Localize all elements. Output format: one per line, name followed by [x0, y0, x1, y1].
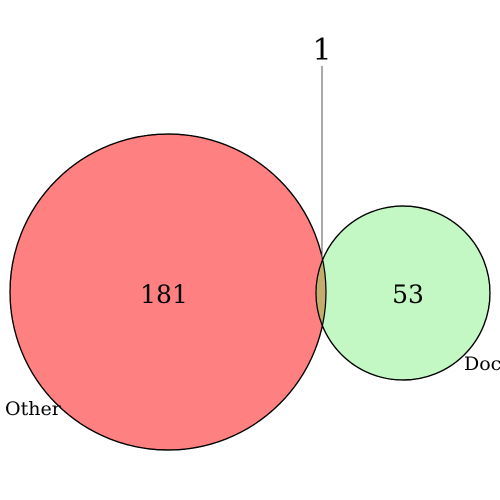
- count-doc: 53: [392, 280, 424, 309]
- set-outline-other: [9, 133, 327, 451]
- set-outline-doc: [315, 205, 491, 381]
- count-intersection: 1: [312, 33, 331, 68]
- count-other: 181: [140, 280, 188, 309]
- set-label-other: Other: [5, 398, 62, 420]
- set-label-doc: Doc: [464, 353, 500, 375]
